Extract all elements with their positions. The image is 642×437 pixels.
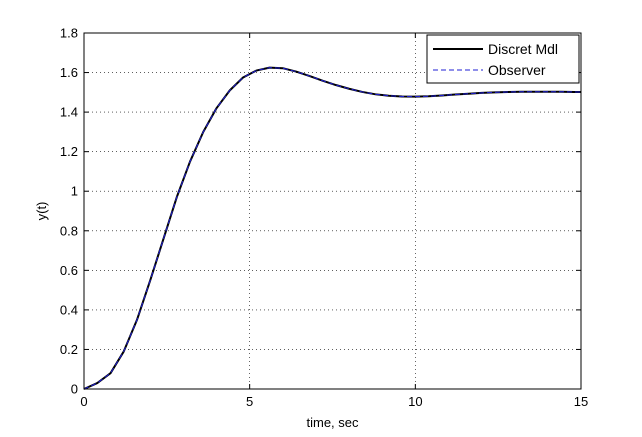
series-line-observer [83,67,581,390]
x-tick-label: 10 [408,394,422,409]
y-tick-label: 0.8 [60,223,78,238]
y-tick-label: 1 [71,184,78,199]
y-tick-label: 1.8 [60,26,78,41]
y-tick-label: 1.2 [60,144,78,159]
y-tick-label: 0 [71,382,78,397]
y-tick-label: 1.4 [60,105,78,120]
legend-box [426,34,580,84]
y-axis-label: y(t) [34,202,49,221]
y-tick-label: 0.2 [60,342,78,357]
x-tick-label: 5 [246,394,253,409]
x-axis-label: time, sec [306,415,359,430]
y-tick-label: 0.6 [60,263,78,278]
x-tick-label: 0 [80,394,87,409]
y-tick-label: 1.6 [60,65,78,80]
series-layer [83,66,581,390]
plot-frame [83,32,582,390]
grid-layer [84,33,581,389]
plot-area [84,33,581,389]
y-tick-label: 0.4 [60,302,78,317]
x-tick-label: 15 [574,394,588,409]
legend-label-observer: Observer [488,62,546,78]
legend: Discret Mdl Observer [426,34,580,84]
tick-layer: 0 5 10 15 0 0.2 0.4 0.6 0.8 1 1.2 1.4 1.6 1.8 [60,26,588,410]
legend-label-discret-mdl: Discret Mdl [488,41,558,57]
